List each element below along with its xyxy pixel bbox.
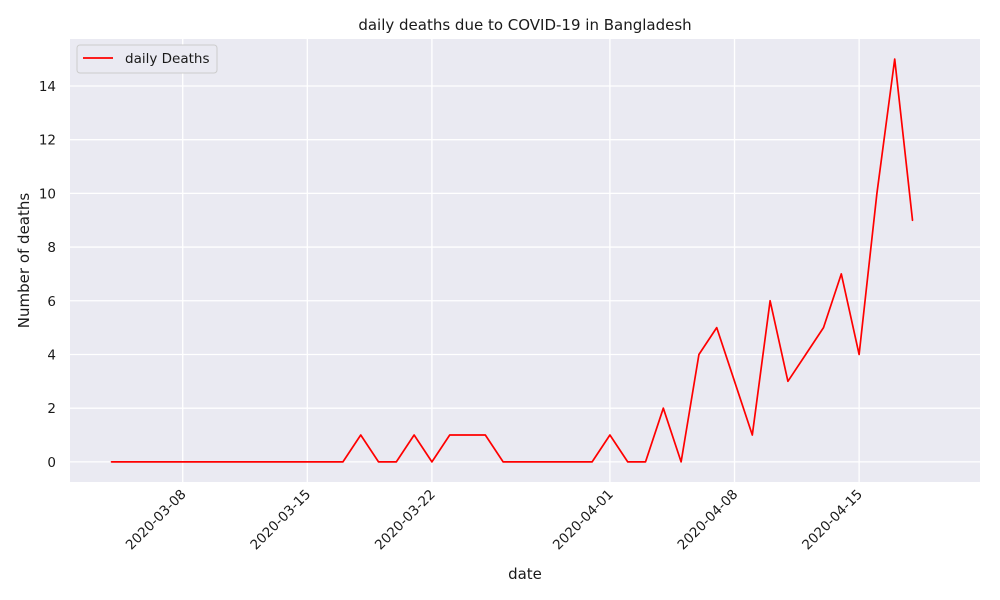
x-tick-label: 2020-04-08 <box>675 487 742 554</box>
x-tick-label: 2020-04-15 <box>799 487 866 554</box>
x-tick-label: 2020-03-22 <box>372 487 439 554</box>
legend-box <box>76 44 218 74</box>
x-axis-label: date <box>508 565 542 583</box>
legend-label: daily Deaths <box>125 51 209 67</box>
legend: daily Deaths <box>76 44 218 74</box>
x-tick-label: 2020-03-15 <box>247 487 314 554</box>
y-tick-label: 12 <box>39 133 56 149</box>
x-tick-label: 2020-04-01 <box>550 487 617 554</box>
series-layer <box>110 58 914 463</box>
chart-title: daily deaths due to COVID-19 in Banglade… <box>358 16 691 34</box>
y-tick-label: 10 <box>39 186 56 202</box>
y-tick-label: 6 <box>47 294 56 310</box>
x-tick-label: 2020-03-08 <box>123 487 190 554</box>
y-tick-label: 8 <box>47 240 56 256</box>
plot-area <box>70 39 980 482</box>
grid <box>70 39 980 482</box>
series-line <box>110 58 914 463</box>
y-tick-label: 0 <box>47 455 56 471</box>
y-tick-label: 2 <box>47 401 56 417</box>
y-tick-label: 14 <box>39 79 56 95</box>
y-tick-label: 4 <box>47 347 56 363</box>
y-axis-label: Number of deaths <box>15 193 33 329</box>
